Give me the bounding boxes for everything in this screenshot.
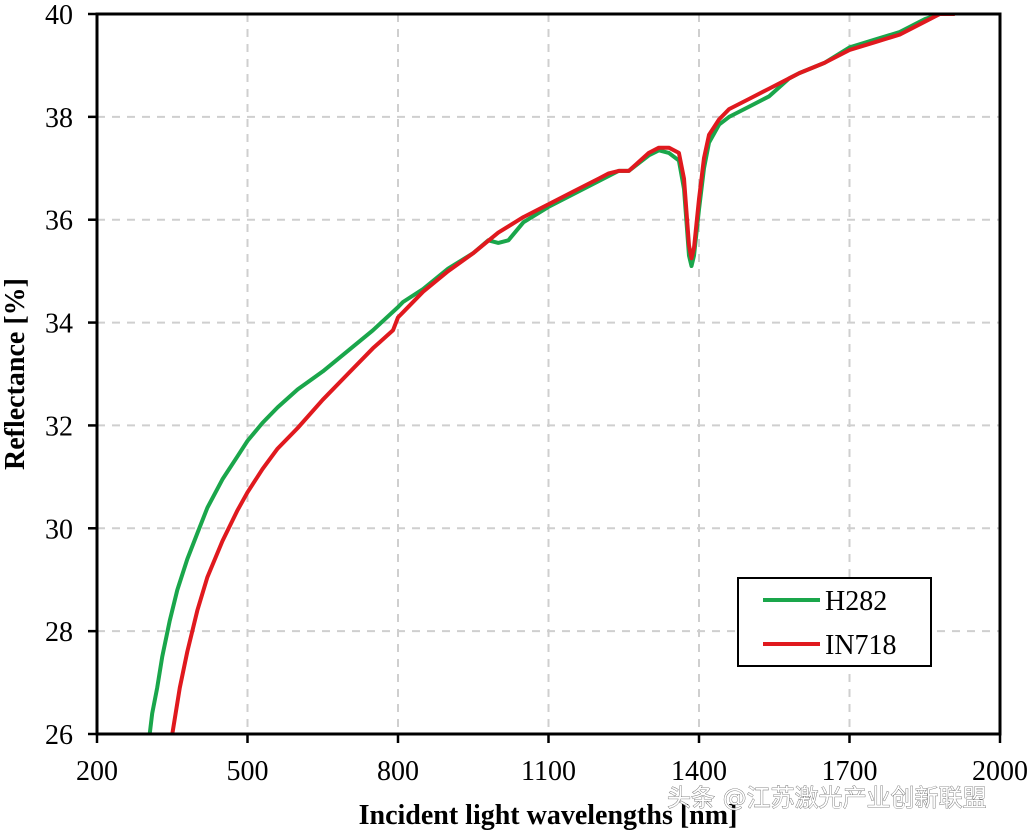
x-axis-title: Incident light wavelengths [nm]	[359, 800, 738, 831]
data-series	[147, 14, 955, 734]
legend: H282 IN718	[737, 577, 932, 667]
y-tick-label: 36	[45, 206, 73, 237]
x-tick-label: 1400	[671, 756, 727, 787]
series-line-h282	[147, 14, 941, 734]
grid-lines	[97, 14, 1000, 734]
y-tick-label: 30	[45, 514, 73, 545]
x-axis-ticks: 200 500 800 1100 1400 1700 2000	[76, 734, 1028, 787]
y-axis-ticks: 26 28 30 32 34 36 38 40	[45, 0, 97, 751]
series-line-in718	[170, 14, 955, 734]
y-tick-label: 40	[45, 0, 73, 31]
y-axis-title: Reflectance [%]	[0, 278, 31, 470]
y-tick-label: 34	[45, 309, 73, 340]
legend-box	[737, 577, 932, 667]
x-tick-label: 1700	[822, 756, 878, 787]
x-tick-label: 1100	[521, 756, 576, 787]
y-tick-label: 28	[45, 617, 73, 648]
x-tick-label: 200	[76, 756, 118, 787]
y-tick-label: 26	[45, 720, 73, 751]
legend-label-in718: IN718	[825, 630, 897, 661]
x-tick-label: 2000	[972, 756, 1028, 787]
watermark-text: 头条 @江苏激光产业创新联盟	[667, 784, 987, 812]
y-tick-label: 32	[45, 411, 73, 442]
y-tick-label: 38	[45, 103, 73, 134]
x-tick-label: 500	[227, 756, 269, 787]
legend-label-h282: H282	[825, 586, 887, 617]
x-tick-label: 800	[377, 756, 419, 787]
